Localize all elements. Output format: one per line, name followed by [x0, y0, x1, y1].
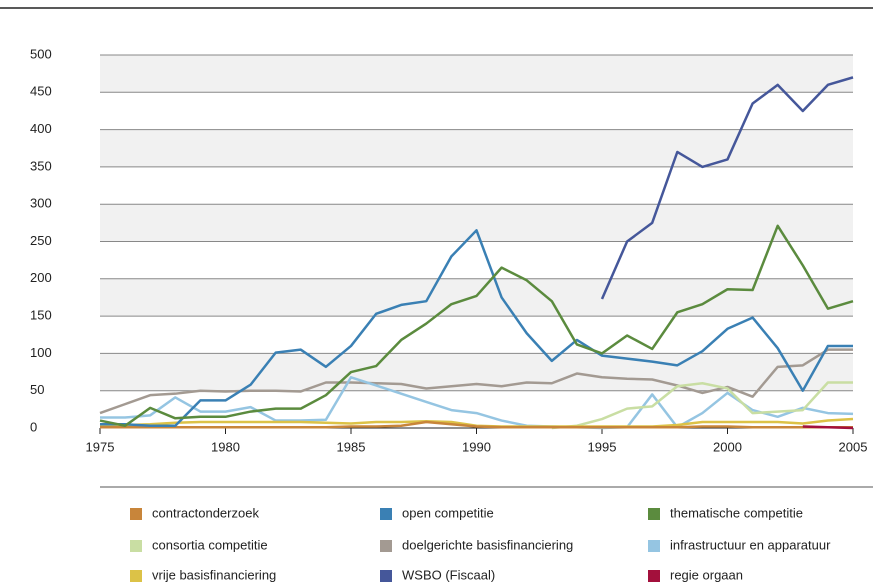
legend-swatch: [130, 570, 142, 582]
series-line: [551, 381, 853, 430]
y-tick-label: 300: [30, 196, 52, 211]
x-tick-label: 1985: [337, 439, 366, 454]
legend-swatch: [380, 570, 392, 582]
y-tick-label: 0: [30, 419, 37, 434]
series-line: [99, 348, 853, 415]
series-line: [600, 76, 854, 300]
grid-band: [100, 204, 853, 242]
x-tick-label: 2000: [713, 439, 742, 454]
y-tick-label: 50: [30, 382, 44, 397]
legend-label: thematische competitie: [670, 505, 803, 520]
legend-swatch: [648, 540, 660, 552]
y-tick-label: 100: [30, 345, 52, 360]
legend-label: regie orgaan: [670, 567, 743, 582]
series-line: [802, 425, 854, 430]
y-tick-label: 200: [30, 270, 52, 285]
legend-swatch: [648, 508, 660, 520]
series-line: [100, 229, 853, 428]
x-tick-label: 1975: [86, 439, 115, 454]
x-tick-label: 1990: [462, 439, 491, 454]
y-tick-label: 400: [30, 121, 52, 136]
x-tick-label: 1980: [211, 439, 240, 454]
legend-label: infrastructuur en apparatuur: [670, 537, 831, 552]
grid-band: [100, 55, 853, 93]
series-line: [99, 224, 854, 428]
series-line: [100, 420, 853, 429]
y-tick-label: 250: [30, 233, 52, 248]
x-tick-label: 1995: [588, 439, 617, 454]
grid-band: [100, 278, 853, 317]
legend-label: doelgerichte basisfinanciering: [402, 537, 573, 552]
legend-swatch: [130, 540, 142, 552]
legend-label: vrije basisfinanciering: [152, 567, 276, 582]
legend-label: WSBO (Fiscaal): [402, 567, 495, 582]
legend-label: open competitie: [402, 505, 494, 520]
y-tick-label: 350: [30, 158, 52, 173]
legend-swatch: [380, 540, 392, 552]
y-tick-label: 500: [30, 46, 52, 61]
legend-swatch: [380, 508, 392, 520]
legend-swatch: [648, 570, 660, 582]
legend-label: consortia competitie: [152, 537, 268, 552]
legend-label: contractonderzoek: [152, 505, 259, 520]
series-line: [100, 376, 854, 430]
y-tick-label: 450: [30, 84, 52, 99]
legend-swatch: [130, 508, 142, 520]
y-tick-label: 150: [30, 308, 52, 323]
grid-band: [100, 129, 853, 167]
x-tick-label: 2005: [839, 439, 868, 454]
